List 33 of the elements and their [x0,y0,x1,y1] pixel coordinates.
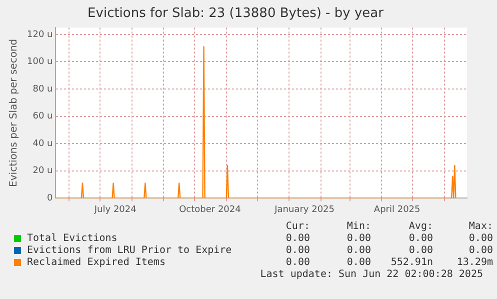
y-tick-label: 120 u [26,30,53,40]
text: 0.00 [284,245,310,256]
text: 0.00 [468,233,493,244]
text: 0.00 [346,257,371,268]
x-tick-label: April 2025 [374,204,420,215]
legend-label: Reclaimed Expired Items [27,257,166,268]
y-tick-label: 20 u [32,166,53,176]
text: 0.00 [284,257,310,268]
y-tick-label: 60 u [32,112,53,122]
x-tick-label: July 2024 [93,204,137,215]
y-tick-label: 0 [47,194,54,204]
y-tick-label: 80 u [32,84,53,94]
y-tick-label: 100 u [26,57,53,68]
text: 0.00 [346,245,371,256]
text: 0.00 [346,233,371,244]
y-axis-title: Evictions per Slab per second [8,38,20,187]
text: 13.29m [456,257,493,268]
x-tick-label: January 2025 [274,204,334,215]
text: 0.00 [408,245,433,256]
text: Min: [346,221,371,232]
text: 0.00 [284,233,310,244]
text: Last update: Sun Jun 22 02:00:28 2025 [260,269,483,280]
y-tick-label: 40 u [32,138,53,149]
text: Avg: [408,221,433,232]
text: 0.00 [408,233,433,244]
text: Max: [468,221,493,232]
chart-title: Evictions for Slab: 23 (13880 Bytes) - by year [88,6,384,22]
text: 552.91n [390,257,433,268]
text: 0.00 [468,245,493,256]
text: Cur: [284,221,310,232]
legend-label: Evictions from LRU Prior to Expire [27,245,232,256]
legend-label: Total Evictions [27,233,118,244]
x-tick-label: October 2024 [179,204,242,215]
